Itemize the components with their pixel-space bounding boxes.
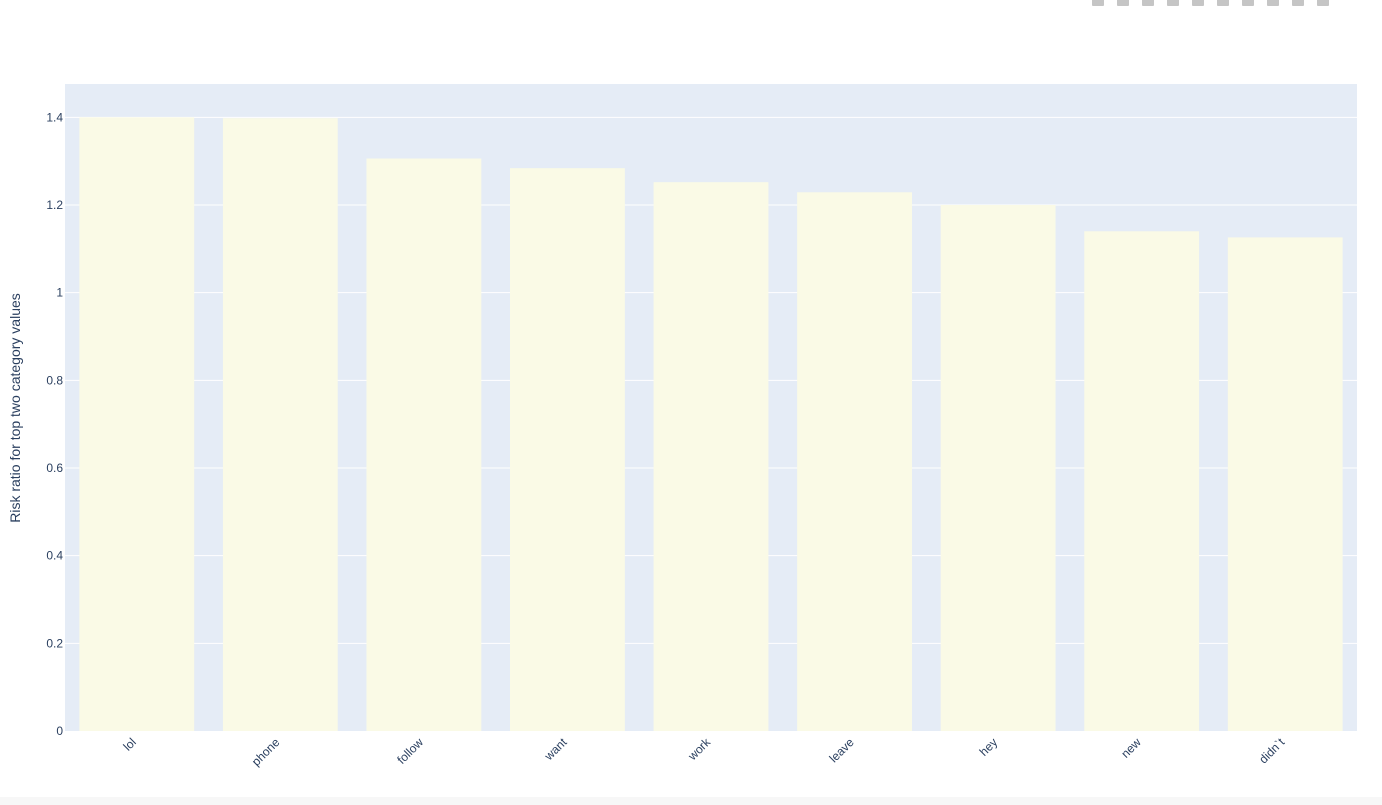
y-axis-ticks: 0 0.2 0.4 0.6 0.8 1 1.2 1.4 [46, 110, 63, 738]
x-tick-label: follow [394, 735, 426, 767]
bar-leave[interactable] [797, 192, 912, 732]
bar-hey[interactable] [940, 204, 1056, 731]
box-select-icon[interactable] [1165, 0, 1181, 8]
bar-new[interactable] [1084, 231, 1200, 731]
y-tick-label: 1.4 [46, 110, 63, 124]
bar-work[interactable] [653, 182, 769, 731]
reset-axes-icon[interactable] [1290, 0, 1306, 8]
bar-want[interactable] [510, 168, 625, 731]
bar-didnt[interactable] [1227, 237, 1343, 732]
zoom-icon[interactable] [1115, 0, 1131, 8]
x-tick-label: hey [977, 735, 1001, 759]
zoom-out-icon[interactable] [1240, 0, 1256, 8]
x-tick-label: phone [249, 735, 283, 769]
x-tick-label: lol [121, 735, 139, 753]
bar-follow[interactable] [366, 158, 482, 731]
modebar [1090, 0, 1360, 8]
zoom-in-icon[interactable] [1215, 0, 1231, 8]
y-axis-title: Risk ratio for top two category values [7, 293, 23, 523]
x-tick-label: want [541, 735, 570, 764]
y-tick-label: 0.6 [46, 461, 63, 475]
bars [79, 117, 1343, 732]
pan-icon[interactable] [1140, 0, 1156, 8]
bar-phone[interactable] [222, 118, 338, 732]
x-axis-ticks: lol phone follow want work leave hey new didn`t [121, 735, 1288, 769]
camera-icon[interactable] [1090, 0, 1106, 8]
y-tick-label: 0.4 [46, 549, 63, 563]
y-tick-label: 0.8 [46, 373, 63, 387]
x-tick-label: new [1118, 735, 1144, 761]
x-tick-label: didn`t [1256, 735, 1288, 767]
bar-lol[interactable] [79, 117, 195, 732]
lasso-select-icon[interactable] [1190, 0, 1206, 8]
page-footer-band [0, 797, 1382, 805]
autoscale-icon[interactable] [1265, 0, 1281, 8]
y-tick-label: 0 [56, 724, 63, 738]
y-tick-label: 1.2 [46, 198, 63, 212]
plotly-logo-icon[interactable] [1315, 0, 1331, 8]
y-tick-label: 0.2 [46, 636, 63, 650]
y-tick-label: 1 [56, 286, 63, 300]
x-tick-label: work [685, 735, 714, 764]
x-tick-label: leave [826, 735, 856, 765]
